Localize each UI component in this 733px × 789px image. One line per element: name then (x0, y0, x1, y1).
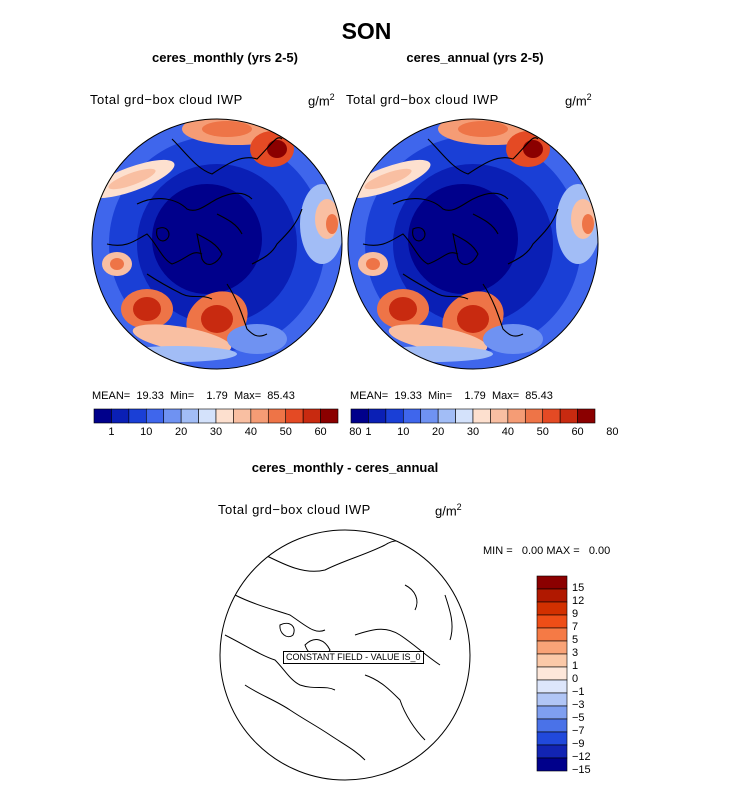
variable-label-annual: Total grd−box cloud IWP (346, 92, 499, 107)
colorbar-box (93, 408, 112, 424)
diff-title: ceres_monthly - ceres_annual (251, 460, 439, 475)
colorbar-tick-label: 40 (501, 426, 514, 438)
colorbar-level-label: 0 (572, 673, 579, 685)
colorbar-level-label: −15 (572, 764, 591, 776)
colorbar-tick-label: 80 (606, 426, 619, 438)
colorbar-box (302, 408, 321, 424)
colorbar-level-label: 7 (572, 621, 579, 633)
colorbar-level-label: 15 (572, 582, 585, 594)
map-annual (347, 118, 599, 370)
colorbar-tick-label: 40 (244, 426, 257, 438)
colorbar-tick-label: 30 (209, 426, 223, 438)
colorbar-box (472, 408, 491, 424)
colorbar-box (350, 408, 369, 424)
units-label-diff: g/m2 (435, 502, 462, 519)
panel-title-monthly: ceres_monthly (yrs 2-5) (152, 50, 298, 65)
variable-label-diff: Total grd−box cloud IWP (218, 502, 371, 517)
colorbar-box (524, 408, 544, 424)
colorbar-tick-label: 1 (365, 426, 372, 438)
colorbar-box (536, 627, 568, 642)
constant-field-label: CONSTANT FIELD - VALUE IS_0 (283, 651, 424, 664)
colorbar-tick-label: 80 (349, 426, 362, 438)
colorbar-level-label: −7 (572, 725, 585, 737)
colorbar-box (536, 588, 568, 603)
colorbar-level-label: −12 (572, 751, 591, 763)
colorbar-box (536, 614, 568, 629)
colorbar-tick-label: 50 (536, 426, 549, 438)
units-label-monthly: g/m2 (308, 92, 335, 109)
colorbar-level-label: 3 (572, 647, 579, 659)
colorbar-tick-label: 20 (432, 426, 445, 438)
colorbar-box (215, 408, 234, 424)
colorbar-box (577, 408, 596, 424)
colorbar-level-label: −9 (572, 738, 585, 750)
colorbar-level-label: −5 (572, 712, 585, 724)
stats-annual: MEAN= 19.33 Min= 1.79 Max= 85.43 (350, 390, 553, 402)
colorbar-box (180, 408, 199, 424)
figure-title: SON (341, 18, 392, 44)
colorbar-box (455, 408, 474, 424)
colorbar-level-label: −1 (572, 686, 585, 698)
colorbar-box (542, 408, 561, 424)
colorbar-box (536, 679, 568, 694)
colorbar-box (536, 705, 568, 720)
colorbar-box (368, 408, 387, 424)
map-monthly (91, 118, 343, 370)
colorbar-box (536, 757, 568, 772)
stats-monthly: MEAN= 19.33 Min= 1.79 Max= 85.43 (92, 390, 295, 402)
colorbar-tick-label: 10 (140, 426, 153, 438)
colorbar-box (559, 408, 578, 424)
colorbar-level-label: −3 (572, 699, 585, 711)
colorbar-box (536, 692, 568, 707)
colorbar-box (111, 408, 130, 424)
colorbar-box (536, 640, 568, 655)
colorbar-box (233, 408, 252, 424)
panel-title-annual: ceres_annual (yrs 2-5) (406, 50, 544, 65)
colorbar-box (145, 408, 165, 424)
colorbar-box (536, 718, 568, 733)
units-label-annual: g/m2 (565, 92, 592, 109)
colorbar-box (320, 408, 339, 424)
colorbar-annual (350, 408, 596, 424)
colorbar-box (385, 408, 404, 424)
colorbar-box (267, 408, 287, 424)
colorbar-box (536, 744, 568, 759)
colorbar-tick-label: 60 (571, 426, 584, 438)
colorbar-box (402, 408, 422, 424)
colorbar-box (536, 666, 568, 681)
colorbar-level-label: 5 (572, 634, 579, 646)
colorbar-level-label: 12 (572, 595, 585, 607)
stats-diff: MIN = 0.00 MAX = 0.00 (483, 545, 611, 557)
colorbar-box (163, 408, 182, 424)
variable-label-monthly: Total grd−box cloud IWP (90, 92, 243, 107)
colorbar-box (536, 731, 568, 746)
colorbar-difference (536, 575, 568, 772)
colorbar-box (490, 408, 509, 424)
colorbar-tick-label: 30 (466, 426, 480, 438)
colorbar-tick-label: 60 (314, 426, 327, 438)
colorbar-box (507, 408, 526, 424)
colorbar-tick-label: 50 (279, 426, 292, 438)
colorbar-box (128, 408, 147, 424)
colorbar-tick-label: 1 (108, 426, 115, 438)
colorbar-tick-label: 10 (397, 426, 410, 438)
colorbar-box (536, 575, 568, 590)
colorbar-box (250, 408, 269, 424)
colorbar-box (198, 408, 217, 424)
colorbar-box (536, 601, 568, 616)
colorbar-tick-label: 20 (175, 426, 188, 438)
colorbar-box (420, 408, 439, 424)
colorbar-level-label: 1 (572, 660, 579, 672)
colorbar-box (536, 653, 568, 668)
colorbar-box (285, 408, 304, 424)
colorbar-monthly (93, 408, 339, 424)
colorbar-level-label: 9 (572, 608, 579, 620)
colorbar-box (437, 408, 456, 424)
